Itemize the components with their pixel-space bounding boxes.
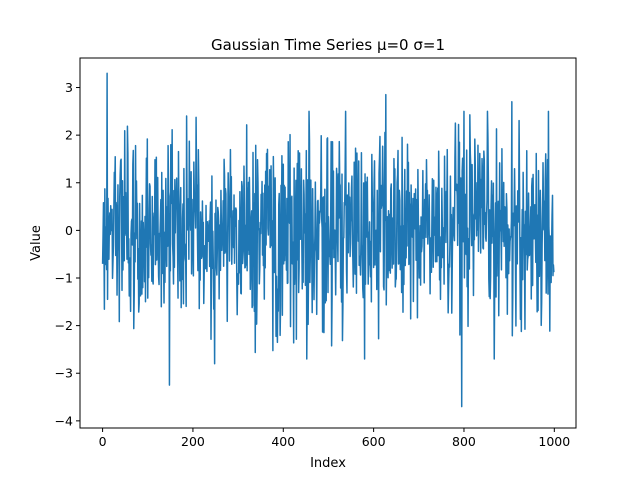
axes-frame [79, 57, 577, 429]
x-tick-label: 1000 [538, 434, 570, 449]
y-tick-label: 1 [65, 175, 73, 190]
y-axis-label: Value [29, 225, 44, 261]
y-tick-label: 0 [65, 223, 73, 238]
plot-area [79, 57, 577, 429]
x-tick-label: 0 [99, 434, 107, 449]
series-layer [101, 72, 555, 408]
y-tick-label: −1 [55, 271, 73, 286]
x-axis: 0 200 400 600 800 1000 [99, 428, 570, 449]
x-tick-label: 800 [452, 434, 476, 449]
x-tick-label: 600 [362, 434, 386, 449]
y-tick-label: 2 [65, 128, 73, 143]
series-line [101, 72, 555, 408]
y-tick-label: −3 [55, 366, 73, 381]
chart-title: Gaussian Time Series μ=0 σ=1 [211, 36, 445, 54]
y-tick-label: 3 [65, 80, 73, 95]
y-axis: −4 −3 −2 −1 0 1 2 3 [55, 80, 80, 428]
x-tick-label: 200 [181, 434, 205, 449]
y-tick-label: −2 [55, 318, 73, 333]
y-tick-label: −4 [55, 413, 73, 428]
x-tick-label: 400 [271, 434, 295, 449]
x-axis-label: Index [310, 456, 346, 471]
